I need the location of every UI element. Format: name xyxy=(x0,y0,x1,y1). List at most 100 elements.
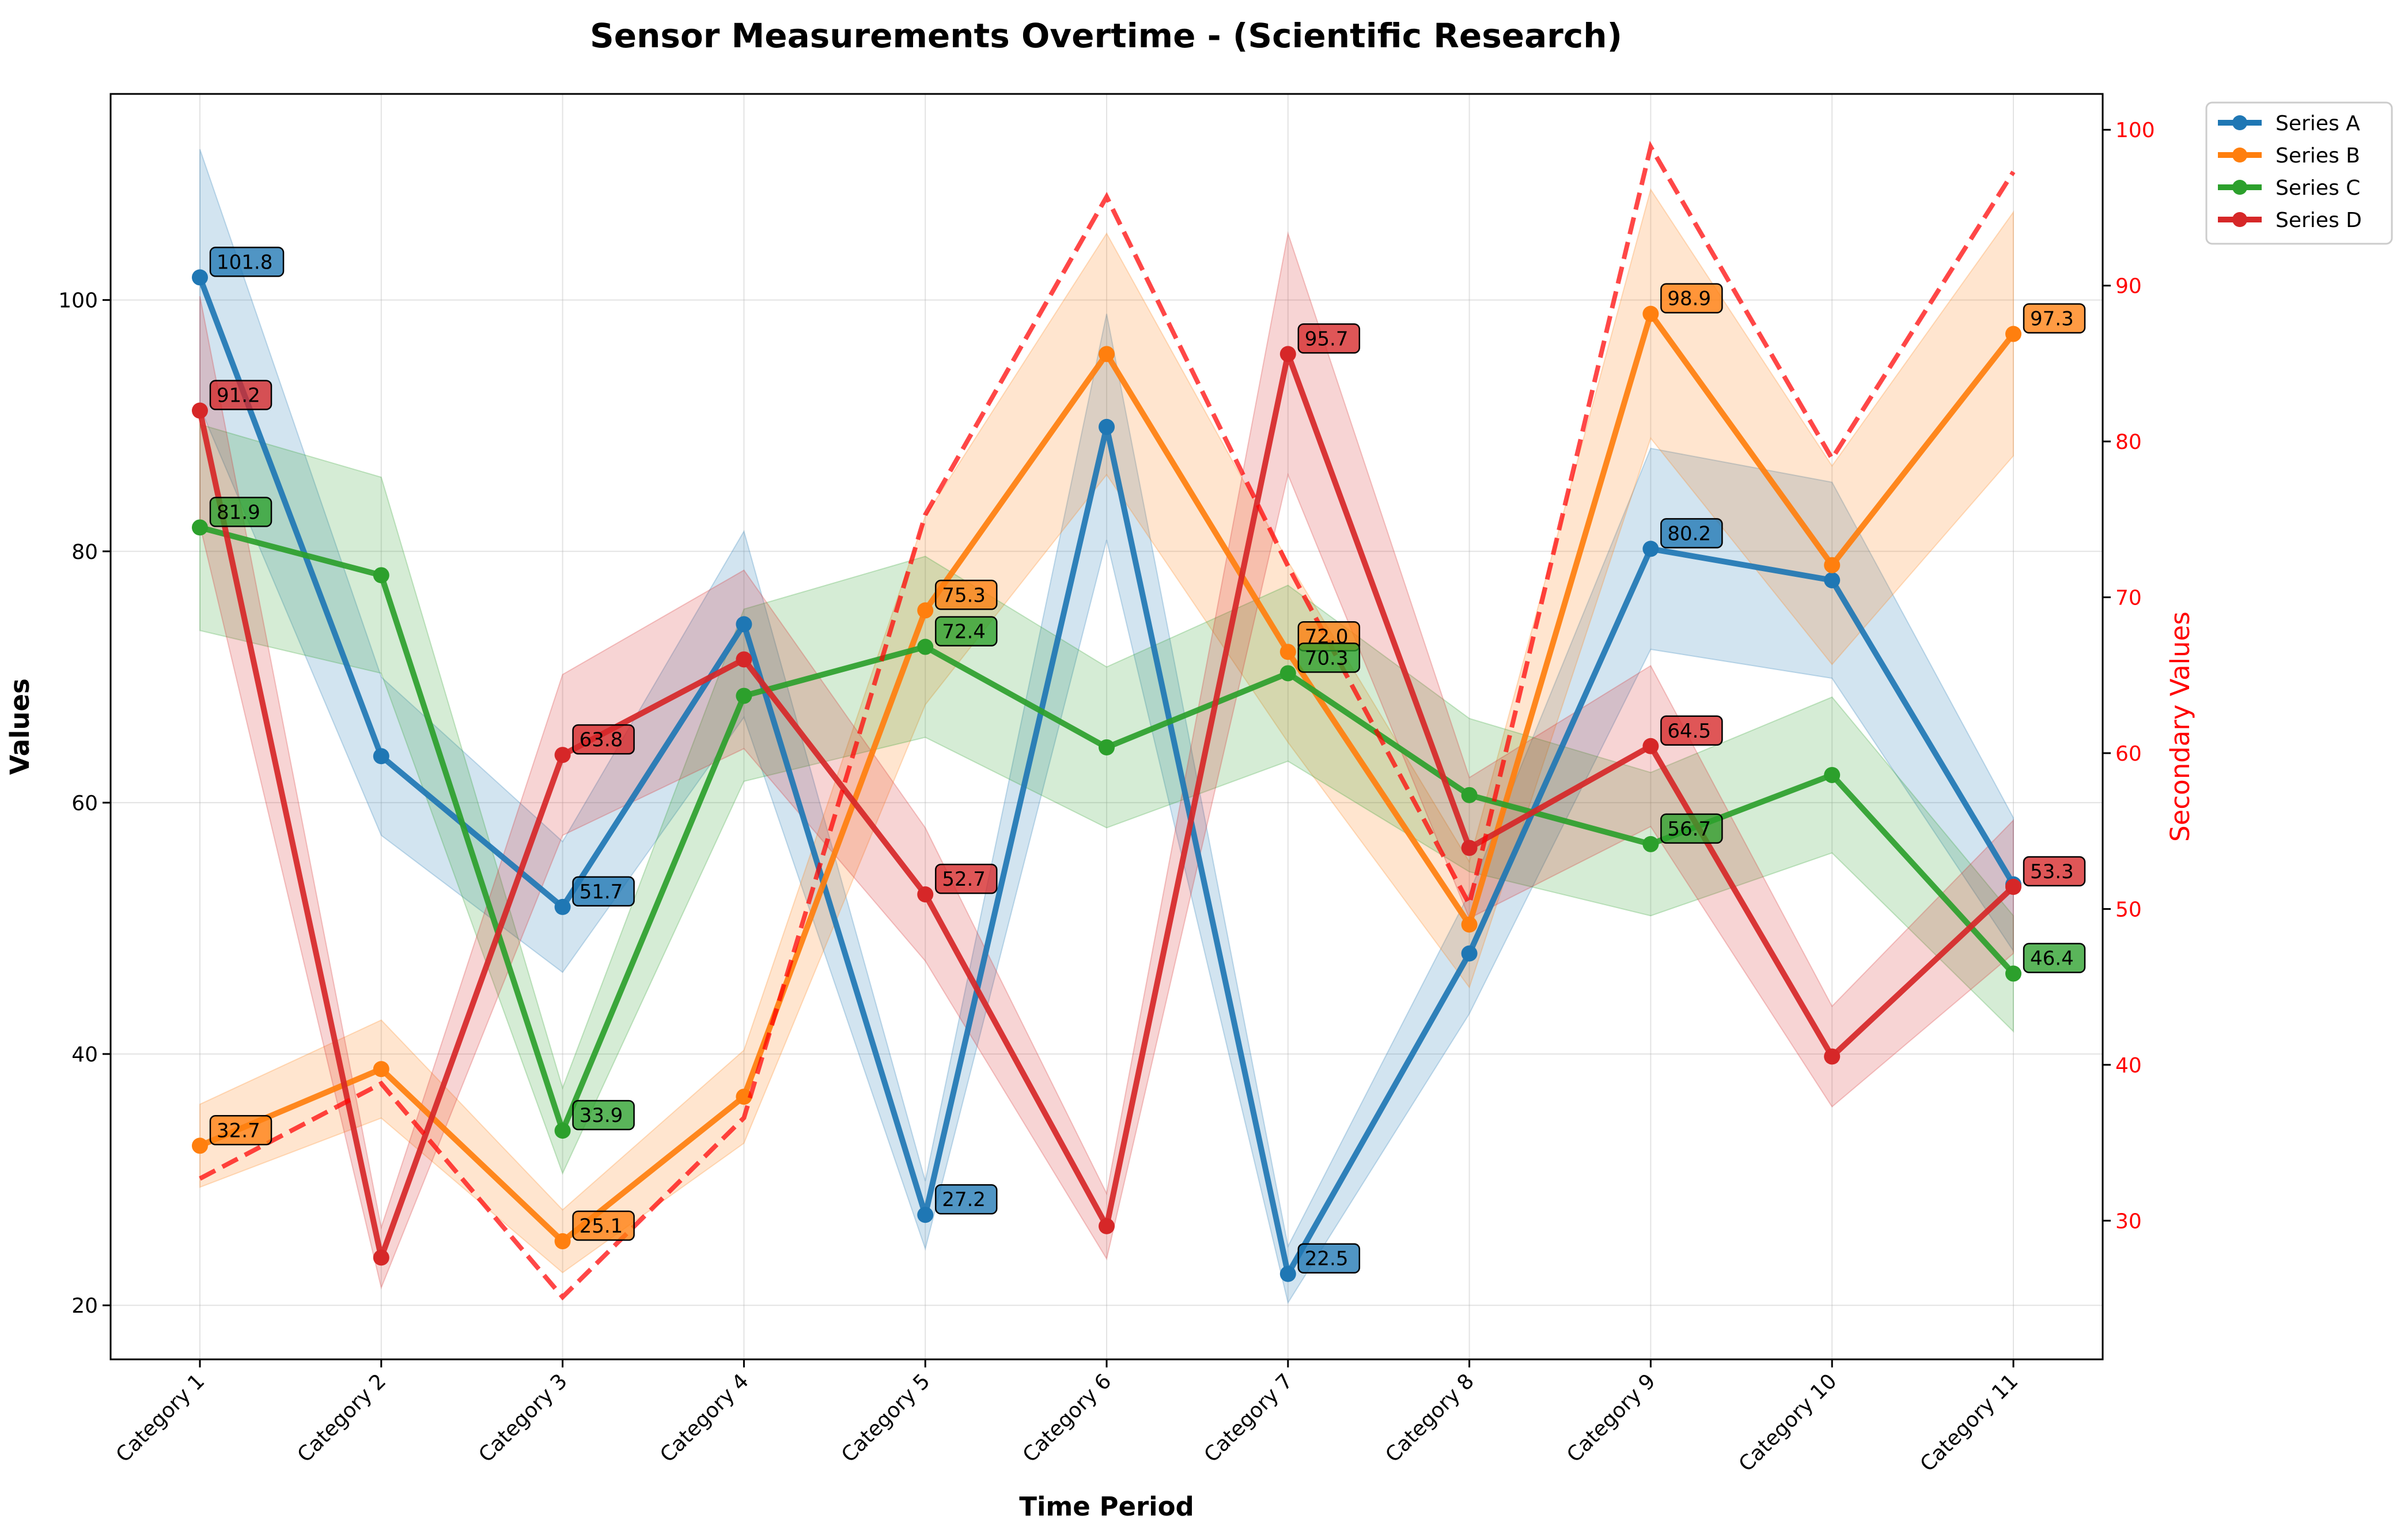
y-tick-label: 60 xyxy=(71,792,98,815)
data-label-box-series-a xyxy=(209,247,285,277)
data-label-series-c: 33.9 xyxy=(580,1104,623,1127)
legend-marker-series-a xyxy=(2232,115,2247,130)
point-series-a xyxy=(192,269,208,286)
data-label-box-series-c xyxy=(1660,813,1723,844)
data-label-series-b: 25.1 xyxy=(580,1215,623,1238)
data-label-series-d: 91.2 xyxy=(217,384,260,407)
data-label-series-b: 32.7 xyxy=(217,1119,260,1142)
data-label-series-c: 70.3 xyxy=(1305,647,1349,670)
point-series-d xyxy=(373,1249,389,1266)
grid-layer xyxy=(111,94,2103,1359)
legend-label-series-c: Series C xyxy=(2276,176,2360,200)
legend-marker-series-c xyxy=(2232,180,2247,195)
point-series-c xyxy=(1642,836,1659,852)
y2-tick-label: 70 xyxy=(2115,587,2142,610)
point-series-d xyxy=(917,886,934,903)
point-series-a xyxy=(1279,1265,1296,1282)
point-series-b xyxy=(736,1089,752,1105)
y-tick-label: 80 xyxy=(71,541,98,564)
y2-tick-label: 30 xyxy=(2115,1210,2142,1233)
point-series-c xyxy=(917,638,934,655)
point-series-b xyxy=(2005,326,2021,342)
point-series-c xyxy=(373,567,389,584)
point-series-c xyxy=(1279,665,1296,682)
point-series-d xyxy=(554,747,571,764)
data-label-series-b: 97.3 xyxy=(2030,308,2074,331)
data-label-series-d: 64.5 xyxy=(1667,720,1711,743)
legend: Series A Series B Series C Series D xyxy=(2205,101,2393,245)
legend-marker-series-b xyxy=(2232,148,2247,163)
point-series-d xyxy=(1279,346,1296,362)
point-series-c xyxy=(192,519,208,536)
point-series-b xyxy=(1279,644,1296,660)
point-series-b xyxy=(1461,916,1478,933)
y2-tick-label: 60 xyxy=(2115,742,2142,766)
point-series-b xyxy=(373,1061,389,1078)
data-label-box-series-a xyxy=(1660,518,1723,549)
data-label-series-a: 51.7 xyxy=(580,881,623,904)
band-series-c xyxy=(199,424,2014,1175)
point-series-a xyxy=(917,1207,934,1223)
point-series-a xyxy=(1461,945,1478,962)
point-series-d xyxy=(1824,1048,1841,1065)
point-series-a xyxy=(554,898,571,915)
y-tick-label: 100 xyxy=(58,289,98,313)
data-label-box-series-c xyxy=(934,616,998,647)
data-label-box-series-a xyxy=(1297,1243,1361,1274)
x-axis-label: Time Period xyxy=(1019,1491,1194,1522)
point-series-c xyxy=(1099,739,1115,755)
data-label-series-b: 98.9 xyxy=(1667,288,1711,311)
data-label-series-c: 46.4 xyxy=(2030,947,2074,970)
band-series-b xyxy=(199,188,2014,1274)
y2-tick-label: 80 xyxy=(2115,430,2142,454)
y2-tick-label: 40 xyxy=(2115,1054,2142,1078)
data-label-series-a: 22.5 xyxy=(1305,1248,1349,1271)
y2-tick-label: 100 xyxy=(2115,119,2155,142)
data-label-box-series-c xyxy=(1297,643,1361,673)
point-series-c xyxy=(736,687,752,704)
point-series-a xyxy=(1099,418,1115,435)
data-label-series-c: 72.4 xyxy=(942,621,986,644)
y2-tick-label: 50 xyxy=(2115,898,2142,921)
band-series-a xyxy=(199,149,2014,1305)
data-label-series-b: 75.3 xyxy=(942,584,986,607)
point-series-c xyxy=(2005,965,2021,982)
data-label-box-series-b xyxy=(934,580,998,610)
secondary-line-layer xyxy=(199,141,2016,1301)
point-series-c xyxy=(1461,787,1478,803)
data-label-series-a: 27.2 xyxy=(942,1188,986,1211)
legend-label-series-b: Series B xyxy=(2276,144,2360,168)
data-label-series-d: 53.3 xyxy=(2030,860,2074,883)
point-series-a xyxy=(1642,541,1659,557)
data-label-box-series-d xyxy=(572,724,635,755)
point-series-b xyxy=(1824,557,1841,573)
point-series-b xyxy=(1099,346,1115,362)
point-series-c xyxy=(1824,766,1841,783)
point-series-a xyxy=(373,748,389,765)
point-series-a xyxy=(1824,572,1841,588)
point-series-d xyxy=(2005,879,2021,895)
data-label-box-series-b xyxy=(209,1115,272,1146)
data-label-box-series-c xyxy=(2023,943,2086,973)
point-series-a xyxy=(736,616,752,633)
legend-label-series-d: Series D xyxy=(2276,209,2362,232)
point-series-b xyxy=(1642,305,1659,322)
data-label-box-series-d xyxy=(1297,323,1361,354)
point-series-b xyxy=(192,1138,208,1154)
data-label-box-series-c xyxy=(209,497,272,527)
secondary-y-axis-label: Secondary Values xyxy=(2165,611,2195,842)
data-label-box-series-b xyxy=(1660,283,1723,313)
data-label-box-series-a xyxy=(572,876,635,907)
data-label-box-series-c xyxy=(572,1099,635,1131)
secondary-dashed-line xyxy=(199,141,2016,1301)
data-label-series-d: 52.7 xyxy=(942,868,986,891)
y-tick-label: 20 xyxy=(71,1294,98,1318)
y-tick-label: 40 xyxy=(71,1043,98,1067)
point-series-c xyxy=(554,1123,571,1139)
point-series-d xyxy=(736,651,752,668)
data-label-series-c: 81.9 xyxy=(217,501,260,524)
data-labels: 101.851.727.222.580.232.725.175.372.098.… xyxy=(209,247,2086,1274)
chart-title: Sensor Measurements Overtime - (Scientif… xyxy=(590,16,1622,55)
legend-marker-series-d xyxy=(2232,212,2247,227)
